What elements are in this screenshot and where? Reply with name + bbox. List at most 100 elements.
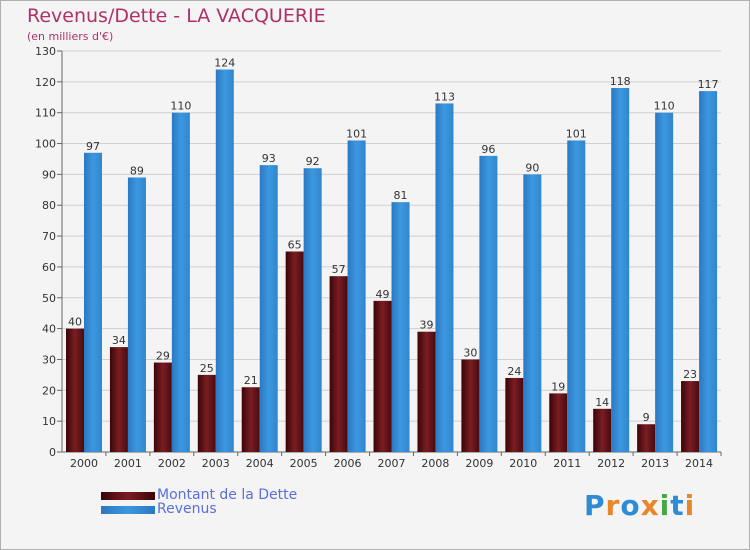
x-tick-label: 2007 — [378, 457, 406, 470]
bar-debt — [329, 276, 348, 452]
logo-letter: i — [659, 489, 671, 522]
y-tick-label: 40 — [42, 323, 56, 336]
data-label-revenue: 81 — [394, 189, 408, 202]
y-tick-label: 50 — [42, 292, 56, 305]
legend-label-revenue: Revenus — [157, 501, 217, 517]
legend-swatch-revenue — [101, 506, 155, 514]
logo-letter: P — [584, 489, 606, 522]
data-label-debt: 39 — [419, 319, 433, 332]
bar-revenue — [479, 155, 498, 452]
y-tick-label: 90 — [42, 168, 56, 181]
x-tick-label: 2013 — [641, 457, 669, 470]
y-tick-label: 0 — [49, 446, 56, 459]
data-label-debt: 9 — [643, 411, 650, 424]
data-label-debt: 25 — [200, 362, 214, 375]
bar-debt — [417, 331, 436, 452]
data-label-debt: 49 — [376, 288, 390, 301]
data-label-debt: 65 — [288, 239, 302, 252]
data-label-revenue: 89 — [130, 164, 144, 177]
bar-debt — [285, 251, 304, 452]
data-label-debt: 24 — [507, 365, 521, 378]
y-tick-label: 10 — [42, 415, 56, 428]
data-label-debt: 19 — [551, 380, 565, 393]
bar-revenue — [259, 165, 278, 452]
data-label-debt: 21 — [244, 374, 258, 387]
x-tick-label: 2014 — [685, 457, 713, 470]
legend-label-debt: Montant de la Dette — [157, 487, 298, 503]
y-tick-label: 70 — [42, 230, 56, 243]
bar-revenue — [435, 103, 454, 452]
logo-letter: i — [684, 489, 696, 522]
y-tick-label: 30 — [42, 353, 56, 366]
bar-revenue — [567, 140, 586, 452]
data-label-revenue: 101 — [566, 127, 587, 140]
y-tick-label: 120 — [35, 76, 56, 89]
bar-revenue — [127, 177, 146, 452]
x-tick-label: 2002 — [158, 457, 186, 470]
bar-debt — [593, 408, 612, 452]
bar-revenue — [523, 174, 542, 452]
data-label-revenue: 97 — [86, 140, 100, 153]
x-tick-label: 2010 — [509, 457, 537, 470]
x-tick-label: 2008 — [421, 457, 449, 470]
bar-debt — [461, 359, 480, 452]
logo-letter: t — [670, 489, 685, 522]
bar-revenue — [84, 152, 102, 453]
data-label-revenue: 96 — [481, 143, 495, 156]
y-tick-label: 20 — [42, 384, 56, 397]
bar-revenue — [655, 112, 674, 452]
x-tick-label: 2003 — [202, 457, 230, 470]
bar-revenue — [699, 91, 718, 452]
x-tick-label: 2011 — [553, 457, 581, 470]
data-label-debt: 29 — [156, 350, 170, 363]
bar-revenue — [171, 112, 190, 452]
logo-letter: r — [605, 489, 621, 522]
data-label-revenue: 118 — [610, 75, 631, 88]
bar-debt — [241, 387, 260, 452]
x-tick-label: 2004 — [246, 457, 274, 470]
bar-debt — [197, 374, 216, 452]
data-label-revenue: 101 — [346, 127, 367, 140]
bar-debt — [109, 347, 128, 452]
bar-debt — [681, 381, 700, 452]
x-tick-label: 2005 — [290, 457, 318, 470]
bar-revenue — [215, 69, 234, 452]
bar-revenue — [347, 140, 366, 452]
legend-swatch-debt — [101, 492, 155, 500]
x-tick-label: 2009 — [465, 457, 493, 470]
data-label-debt: 23 — [683, 368, 697, 381]
bar-debt — [153, 362, 172, 452]
bar-revenue — [611, 88, 630, 452]
bar-debt — [637, 424, 656, 452]
data-label-revenue: 90 — [525, 161, 539, 174]
bar-debt — [549, 393, 568, 452]
data-label-debt: 40 — [68, 316, 82, 329]
data-label-revenue: 110 — [654, 100, 675, 113]
data-label-revenue: 124 — [214, 57, 235, 70]
x-tick-label: 2006 — [334, 457, 362, 470]
bar-debt — [373, 300, 392, 452]
data-label-revenue: 110 — [170, 100, 191, 113]
y-tick-label: 130 — [35, 45, 56, 58]
bar-debt — [505, 377, 524, 452]
bar-revenue — [303, 168, 322, 452]
data-label-revenue: 113 — [434, 90, 455, 103]
chart-title: Revenus/Dette - LA VACQUERIE — [27, 5, 326, 27]
data-label-debt: 57 — [332, 263, 346, 276]
bar-debt — [66, 328, 84, 452]
data-label-revenue: 93 — [262, 152, 276, 165]
data-label-debt: 34 — [112, 334, 126, 347]
data-label-debt: 30 — [463, 346, 477, 359]
x-tick-label: 2001 — [114, 457, 142, 470]
chart-subtitle: (en milliers d'€) — [27, 30, 114, 43]
y-tick-label: 100 — [35, 138, 56, 151]
bar-revenue — [391, 202, 410, 452]
logo-letter: x — [640, 489, 660, 522]
data-label-revenue: 117 — [698, 78, 719, 91]
x-tick-label: 2012 — [597, 457, 625, 470]
y-tick-label: 80 — [42, 199, 56, 212]
data-label-revenue: 92 — [306, 155, 320, 168]
y-tick-label: 110 — [35, 107, 56, 120]
